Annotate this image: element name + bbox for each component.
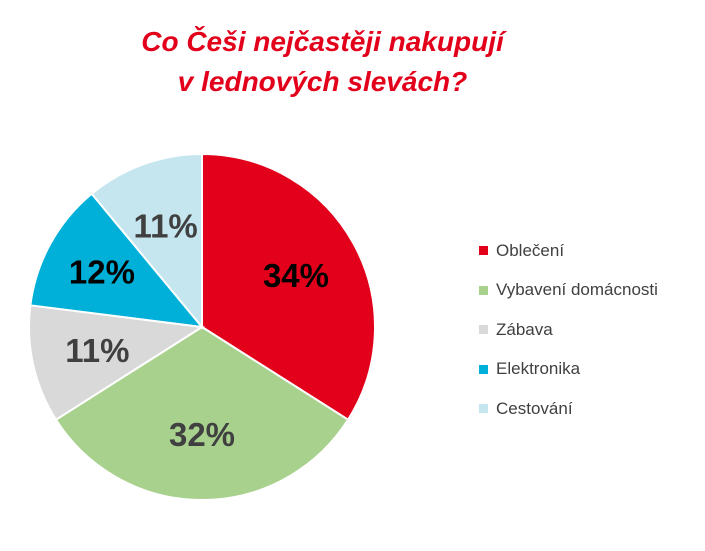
- pie-slice-cestování: [90, 152, 203, 330]
- legend-label: Zábava: [496, 319, 553, 339]
- chart-title: Co Češi nejčastěji nakupují v lednových …: [0, 22, 645, 102]
- data-label: 11%: [134, 208, 198, 245]
- data-label: 32%: [169, 416, 235, 453]
- legend-swatch: [479, 364, 488, 374]
- legend-swatch: [479, 246, 488, 256]
- data-label: 34%: [263, 257, 329, 294]
- legend-label: Cestování: [496, 398, 573, 418]
- legend-label: Oblečení: [496, 240, 565, 260]
- chart-title-line-2: v lednových slevách?: [177, 66, 468, 97]
- legend-label: Elektronika: [496, 359, 581, 379]
- pie-data-labels: 34% 32% 11% 12% 11%: [65, 208, 329, 453]
- pie-slice-zábava: [28, 304, 205, 422]
- legend-item: Oblečení: [479, 231, 658, 271]
- legend-swatch: [479, 404, 488, 414]
- legend-item: Cestování: [479, 389, 658, 429]
- legend-item: Elektronika: [479, 350, 658, 390]
- pie-slice-elektronika: [29, 192, 205, 329]
- legend-swatch: [479, 285, 488, 295]
- pie-slice-vybavení-domácnosti: [54, 325, 350, 501]
- chart-legend: Oblečení Vybavení domácnosti Zábava Elektro…: [479, 231, 658, 429]
- legend-item: Vybavení domácnosti: [479, 271, 658, 311]
- pie-slices: [28, 152, 376, 501]
- data-label: 12%: [69, 253, 135, 290]
- legend-label: Vybavení domácnosti: [496, 280, 658, 300]
- chart-title-line-1: Co Češi nejčastěji nakupují: [141, 26, 504, 57]
- data-label: 11%: [65, 332, 129, 369]
- legend-swatch: [479, 325, 488, 335]
- legend-item: Zábava: [479, 310, 658, 350]
